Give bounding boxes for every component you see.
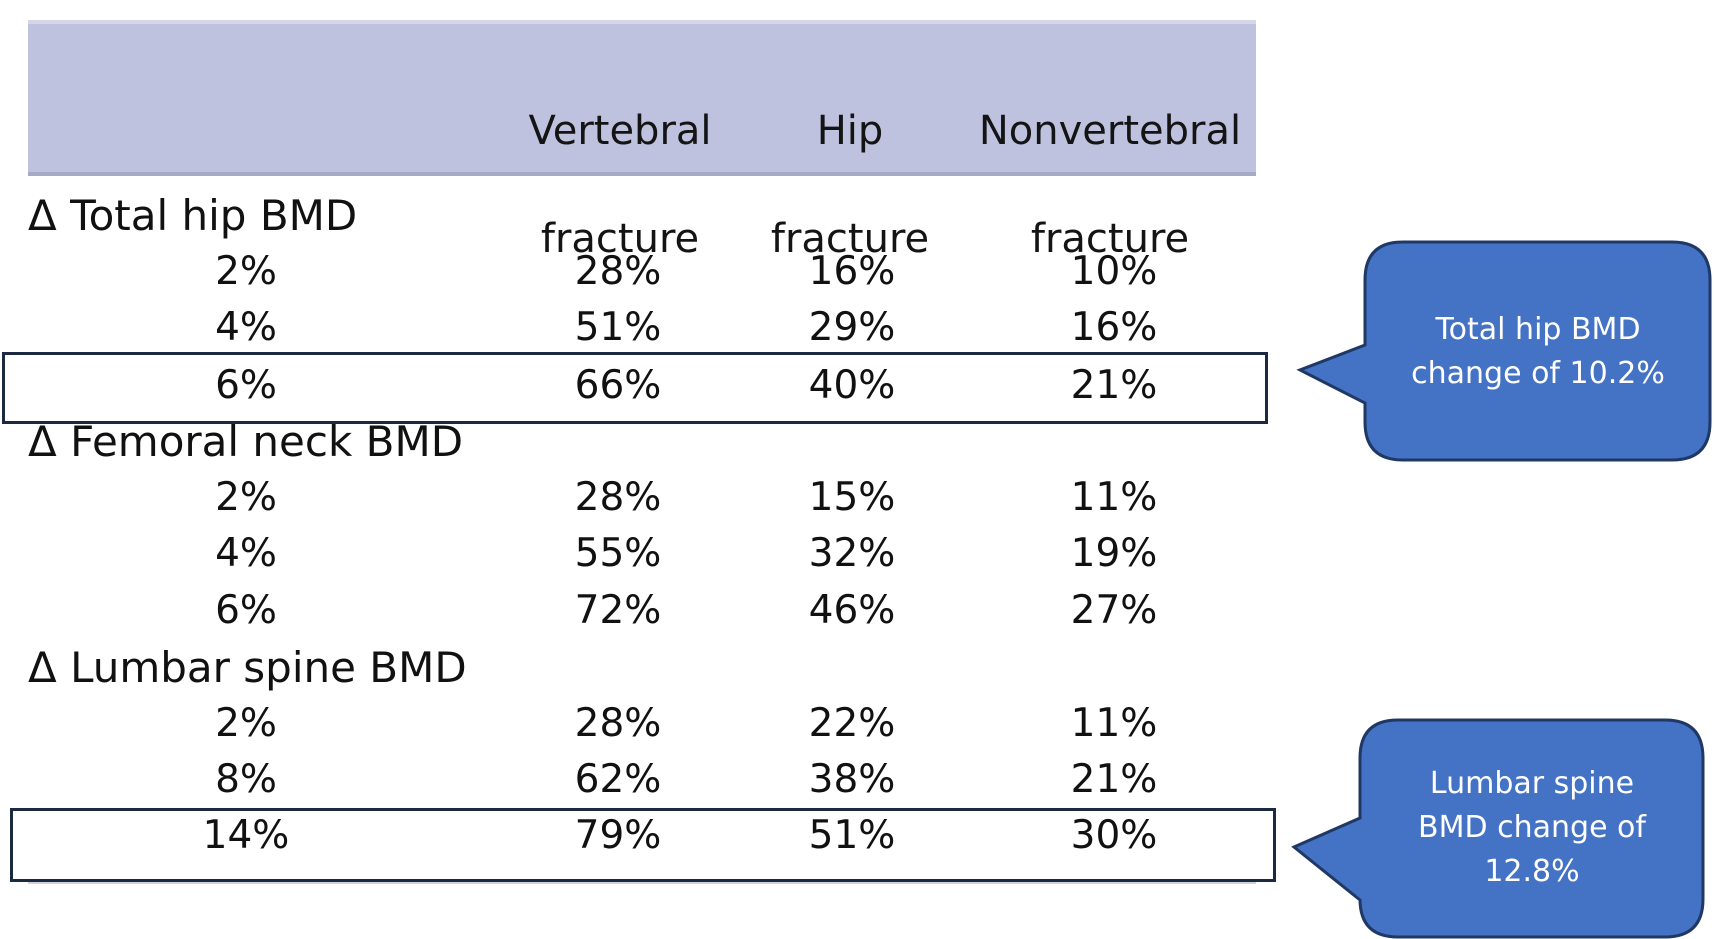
vertebral-cell: 66% <box>574 363 662 408</box>
nonvertebral-cell: 11% <box>1070 701 1158 746</box>
vertebral-cell: 28% <box>574 249 662 294</box>
vertebral-cell: 72% <box>574 588 662 633</box>
column-header-vertebral: Vertebral fracture <box>500 50 740 320</box>
change-cell: 2% <box>215 701 277 746</box>
column-header-line: fracture <box>540 216 700 262</box>
change-cell: 2% <box>215 475 277 520</box>
callout-line: 12.8% <box>1484 854 1580 889</box>
change-cell: 4% <box>215 305 277 350</box>
change-cell: 14% <box>202 813 290 858</box>
section-label-femoral-neck: Δ Femoral neck BMD <box>28 417 464 466</box>
column-header-line: Nonvertebral <box>978 108 1242 154</box>
nonvertebral-cell: 21% <box>1070 363 1158 408</box>
hip-cell: 22% <box>808 701 896 746</box>
column-header-line: fracture <box>1030 216 1190 262</box>
vertebral-cell: 28% <box>574 475 662 520</box>
callout-bubble-total-hip <box>1296 240 1712 462</box>
highlight-box-lumbar-14pct <box>10 808 1276 882</box>
vertebral-cell: 28% <box>574 701 662 746</box>
vertebral-cell: 55% <box>574 531 662 576</box>
table-bottom-rule <box>28 880 1256 884</box>
column-header-line: fracture <box>770 216 930 262</box>
change-cell: 2% <box>215 249 277 294</box>
callout-line: BMD change of <box>1418 810 1646 845</box>
callout-text-lumbar-spine: Lumbar spine BMD change of 12.8% <box>1364 762 1700 894</box>
change-cell: 8% <box>215 757 277 802</box>
nonvertebral-cell: 16% <box>1070 305 1158 350</box>
callout-line: change of 10.2% <box>1411 356 1665 391</box>
highlight-box-total-hip-6pct <box>2 352 1268 424</box>
section-label-lumbar-spine: Δ Lumbar spine BMD <box>28 643 467 692</box>
hip-cell: 46% <box>808 588 896 633</box>
change-cell: 4% <box>215 531 277 576</box>
nonvertebral-cell: 10% <box>1070 249 1158 294</box>
hip-cell: 32% <box>808 531 896 576</box>
section-label-total-hip: Δ Total hip BMD <box>28 191 358 240</box>
nonvertebral-cell: 21% <box>1070 757 1158 802</box>
column-header-line: Vertebral <box>528 108 712 154</box>
nonvertebral-cell: 27% <box>1070 588 1158 633</box>
column-header-line: Hip <box>816 108 884 154</box>
nonvertebral-cell: 11% <box>1070 475 1158 520</box>
nonvertebral-cell: 19% <box>1070 531 1158 576</box>
hip-cell: 38% <box>808 757 896 802</box>
nonvertebral-cell: 30% <box>1070 813 1158 858</box>
hip-cell: 29% <box>808 305 896 350</box>
hip-cell: 51% <box>808 813 896 858</box>
change-cell: 6% <box>215 363 277 408</box>
hip-cell: 16% <box>808 249 896 294</box>
callout-bubble-lumbar-spine <box>1291 718 1705 939</box>
vertebral-cell: 62% <box>574 757 662 802</box>
column-header-nonvertebral: Nonvertebral fracture <box>960 50 1260 320</box>
callout-line: Lumbar spine <box>1429 766 1635 801</box>
change-cell: 6% <box>215 588 277 633</box>
callout-text-total-hip: Total hip BMD change of 10.2% <box>1370 308 1706 396</box>
column-header-hip: Hip fracture <box>740 50 960 320</box>
hip-cell: 40% <box>808 363 896 408</box>
table-header-band <box>28 20 1256 176</box>
callout-line: Total hip BMD <box>1435 312 1641 347</box>
vertebral-cell: 51% <box>574 305 662 350</box>
hip-cell: 15% <box>808 475 896 520</box>
vertebral-cell: 79% <box>574 813 662 858</box>
